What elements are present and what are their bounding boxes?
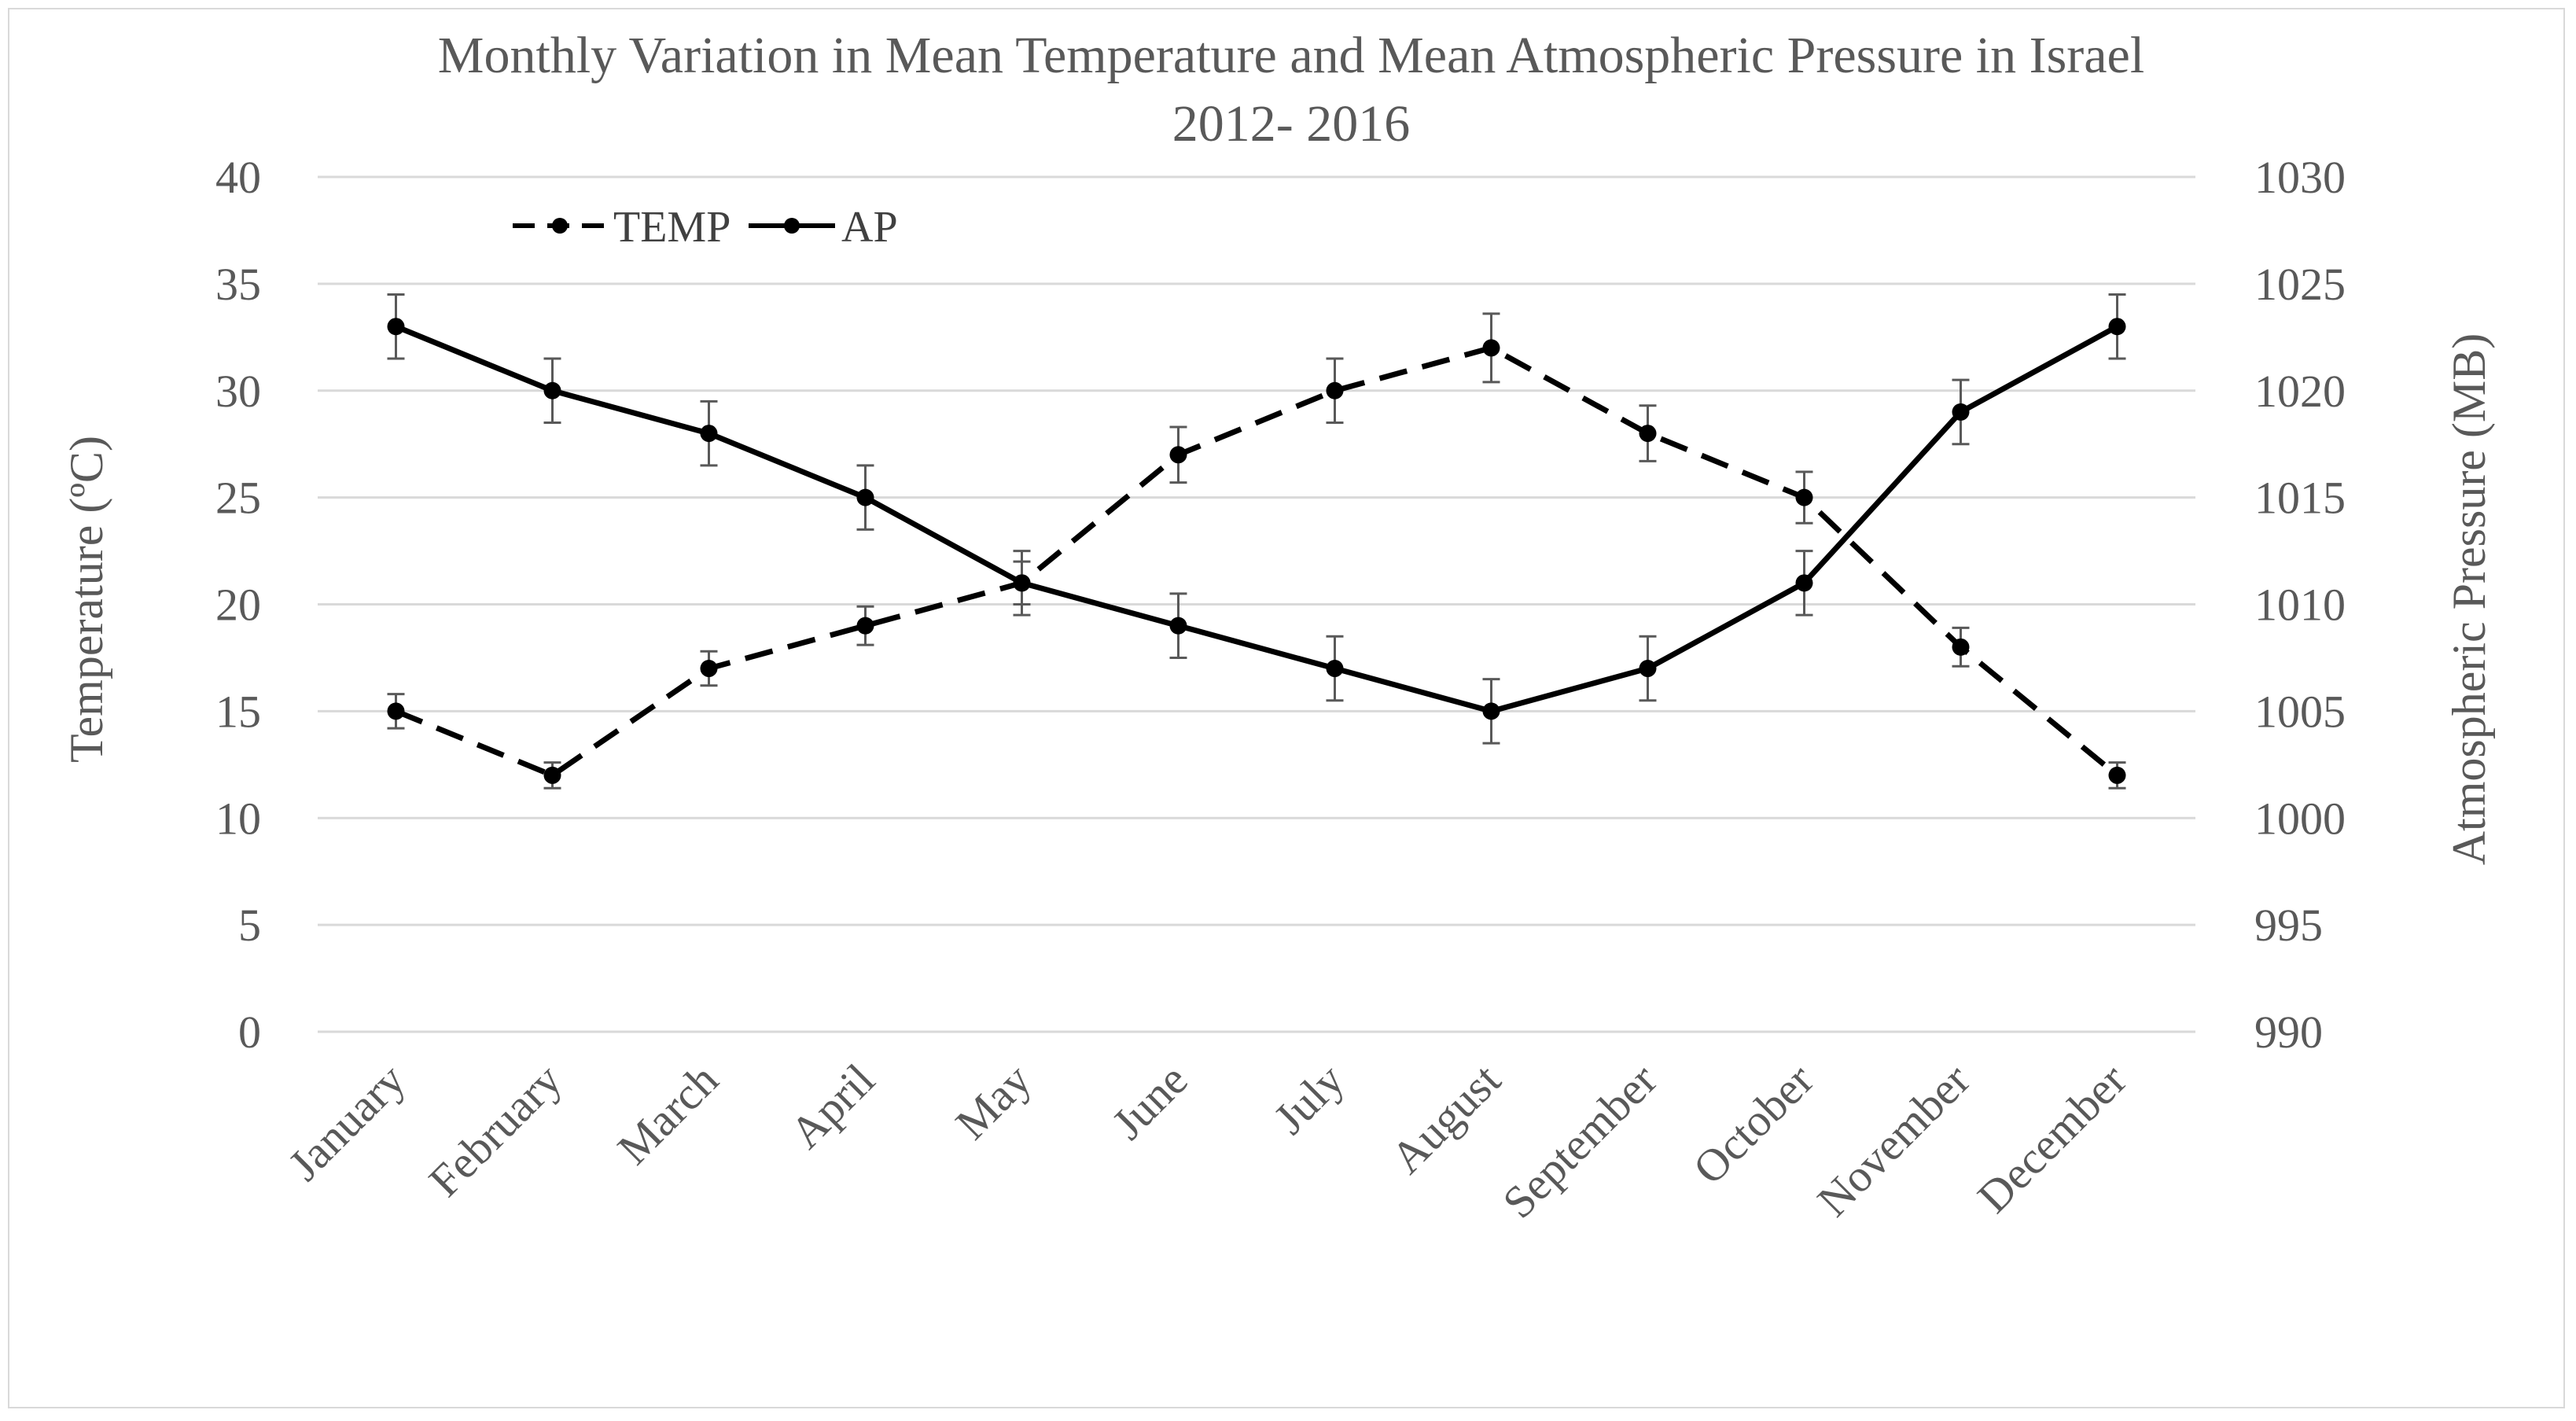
y-right-tick-label: 1025 (2254, 259, 2346, 310)
x-axis-ticks: January February March April May June July Augu… (278, 1054, 2136, 1228)
data-point-ap (1013, 574, 1031, 592)
y-left-tick-label: 20 (215, 580, 261, 631)
data-point-ap (1795, 574, 1813, 592)
x-tick-label: February (419, 1054, 572, 1206)
x-tick-label: June (1102, 1054, 1198, 1149)
y-left-tick-label: 10 (215, 793, 261, 844)
chart-title: Monthly Variation in Mean Temperature an… (438, 27, 2144, 84)
y-left-tick-label: 0 (238, 1007, 261, 1058)
y-left-tick-label: 30 (215, 366, 261, 417)
data-point-temp (1482, 339, 1500, 357)
data-point-temp (1795, 488, 1813, 506)
right-axis-ticks: 990 995 1000 1005 1010 1015 1020 1025 1030 (2254, 152, 2346, 1058)
x-tick-label: March (608, 1054, 728, 1174)
data-point-temp (1326, 381, 1344, 399)
legend-temp-label: TEMP (613, 203, 730, 252)
y-left-tick-label: 15 (215, 686, 261, 737)
x-tick-label: May (946, 1054, 1041, 1149)
data-point-temp (387, 702, 405, 720)
y-right-tick-label: 1020 (2254, 366, 2346, 417)
data-point-ap (543, 381, 561, 399)
data-point-ap (387, 318, 405, 336)
x-tick-label: November (1808, 1054, 1980, 1226)
chart-subtitle: 2012- 2016 (1172, 95, 1410, 153)
series-temp (387, 312, 2126, 790)
x-tick-label: January (278, 1054, 415, 1191)
data-point-ap (1326, 660, 1344, 678)
data-point-temp (1169, 446, 1187, 464)
data-point-temp (1639, 425, 1657, 443)
y-left-tick-label: 25 (215, 473, 261, 524)
x-tick-label: October (1684, 1054, 1823, 1194)
y-left-axis-label: Temperature (ºC) (61, 436, 112, 763)
y-right-tick-label: 1030 (2254, 152, 2346, 203)
y-left-tick-label: 5 (238, 900, 261, 951)
y-right-tick-label: 1000 (2254, 793, 2346, 844)
series-line-ap (395, 323, 2119, 714)
data-point-temp (700, 660, 718, 678)
x-tick-label: April (780, 1054, 885, 1158)
y-right-tick-label: 995 (2254, 900, 2323, 951)
series-ap (387, 293, 2126, 745)
data-point-ap (1169, 617, 1187, 635)
data-point-temp (856, 617, 874, 635)
data-point-ap (2108, 318, 2126, 336)
x-tick-label: August (1381, 1054, 1510, 1183)
y-right-tick-label: 990 (2254, 1007, 2323, 1058)
series-line-temp (395, 344, 2119, 779)
chart-frame: Monthly Variation in Mean Temperature an… (8, 8, 2565, 1408)
series-layer (387, 293, 2126, 790)
data-point-ap (856, 488, 874, 506)
legend-temp-marker (552, 218, 568, 234)
x-tick-label: July (1264, 1054, 1353, 1143)
y-right-axis-label: Atmospheric Pressure (MB) (2443, 333, 2495, 866)
y-right-tick-label: 1010 (2254, 580, 2346, 631)
grid-layer (318, 175, 2195, 1033)
x-tick-label: September (1492, 1054, 1666, 1228)
data-point-temp (1952, 638, 1970, 656)
title-group: Monthly Variation in Mean Temperature an… (438, 27, 2144, 153)
data-point-ap (1952, 403, 1970, 421)
y-left-tick-label: 35 (215, 259, 261, 310)
y-right-tick-label: 1015 (2254, 473, 2346, 524)
legend: TEMP AP (513, 203, 898, 252)
data-point-temp (543, 766, 561, 784)
data-point-temp (2108, 766, 2126, 784)
left-axis-ticks: 0 5 10 15 20 25 30 35 40 (215, 152, 261, 1058)
legend-ap-label: AP (841, 203, 898, 252)
data-point-ap (700, 425, 718, 443)
y-left-tick-label: 40 (215, 152, 261, 203)
legend-ap-marker (784, 218, 800, 234)
data-point-ap (1639, 660, 1657, 678)
y-right-tick-label: 1005 (2254, 686, 2346, 737)
data-point-ap (1482, 702, 1500, 720)
x-tick-label: December (1967, 1054, 2136, 1222)
chart-svg: Monthly Variation in Mean Temperature an… (61, 27, 2495, 1228)
